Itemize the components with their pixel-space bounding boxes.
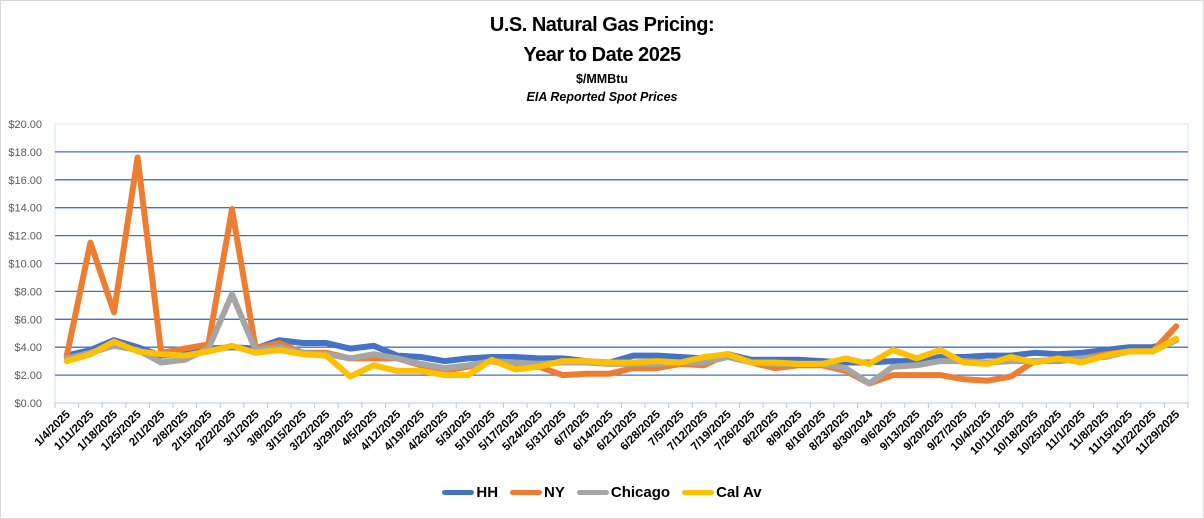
series-lines xyxy=(63,154,1180,387)
y-tick-label: $6.00 xyxy=(14,314,42,326)
y-tick-label: $10.00 xyxy=(8,259,42,271)
legend-swatch xyxy=(682,490,715,495)
legend-item-ny: NY xyxy=(510,484,565,501)
legend-label: Chicago xyxy=(610,484,671,501)
y-tick-label: $8.00 xyxy=(14,286,42,298)
x-axis: 1/4/20251/11/20251/18/20251/25/20252/1/2… xyxy=(33,402,1189,458)
chart-units: $/MMBtu xyxy=(575,72,629,86)
legend-swatch xyxy=(576,490,609,495)
chart-title: U.S. Natural Gas Pricing: xyxy=(489,14,715,36)
legend-item-cal-av: Cal Av xyxy=(682,484,762,501)
legend-item-chicago: Chicago xyxy=(576,484,671,501)
legend-swatch xyxy=(442,490,475,495)
legend: HH NY Chicago Cal Av xyxy=(0,484,1204,501)
y-tick-label: $12.00 xyxy=(8,231,42,243)
y-tick-label: $4.00 xyxy=(14,342,42,354)
series-line-cal-av xyxy=(63,335,1180,380)
legend-label: Cal Av xyxy=(716,484,762,501)
legend-swatch xyxy=(510,490,543,495)
y-tick-label: $0.00 xyxy=(14,398,42,410)
y-axis: $0.00 $2.00 $4.00 $6.00 $8.00 $10.00 $12.00 $14… xyxy=(8,119,42,410)
chart-note: EIA Reported Spot Prices xyxy=(526,90,678,104)
series-line-ny xyxy=(63,154,1180,387)
y-tick-label: $18.00 xyxy=(8,147,42,159)
legend-label: NY xyxy=(544,484,565,501)
y-tick-label: $20.00 xyxy=(8,119,42,131)
y-tick-label: $2.00 xyxy=(14,370,42,382)
chart-subtitle: Year to Date 2025 xyxy=(523,44,681,66)
legend-item-hh: HH xyxy=(442,484,498,501)
legend-label: HH xyxy=(476,484,499,501)
y-tick-label: $14.00 xyxy=(8,203,42,215)
y-tick-label: $16.00 xyxy=(8,175,42,187)
